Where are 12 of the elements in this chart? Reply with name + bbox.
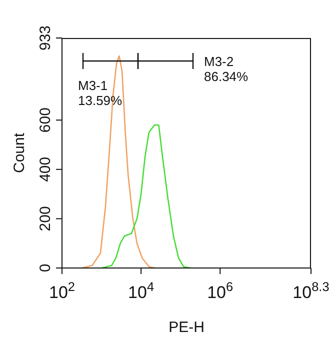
y-tick-label: 600 [37, 108, 54, 133]
y-tick-label: 200 [37, 206, 54, 232]
x-tick-label: 10$^{4}$ [128, 278, 154, 302]
annotation: M3-2 86.34% [204, 54, 249, 84]
y-axis-title: Count [11, 132, 28, 174]
x-tick-label: 10$^{2}$ [48, 278, 76, 302]
y-tick-label: 400 [37, 156, 54, 182]
x-tick-label: 10$^{8.3}$ [292, 278, 330, 302]
y-tick-label: 0 [37, 264, 54, 272]
x-tick-label: 10$^{6}$ [207, 278, 234, 302]
x-axis-title: PE-H [168, 319, 204, 336]
y-tick-label: 933 [37, 25, 54, 51]
